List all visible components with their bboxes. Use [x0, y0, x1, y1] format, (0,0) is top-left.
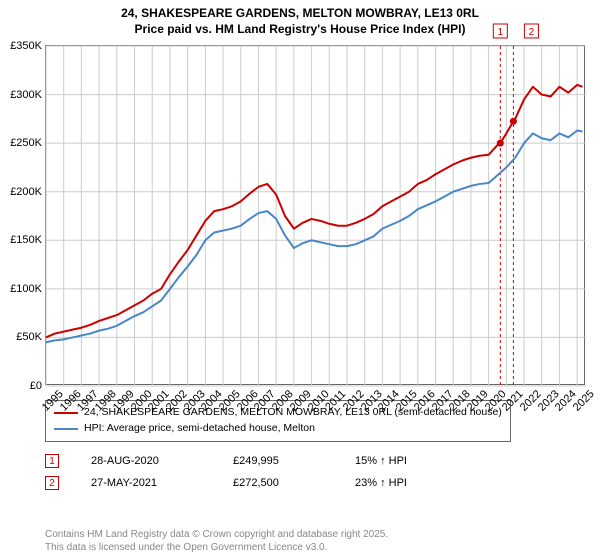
svg-text:2: 2	[529, 27, 535, 38]
event-marker: 1	[45, 454, 59, 468]
chart-svg: 12	[46, 46, 584, 384]
y-tick-label: £300K	[10, 89, 42, 101]
title-line2: Price paid vs. HM Land Registry's House …	[0, 22, 600, 38]
event-pct: 15% ↑ HPI	[355, 455, 445, 467]
footer-line1: Contains HM Land Registry data © Crown c…	[45, 528, 388, 541]
legend-label: HPI: Average price, semi-detached house,…	[84, 421, 315, 437]
event-price: £272,500	[233, 477, 323, 489]
y-tick-label: £0	[30, 380, 42, 392]
events-table: 1 28-AUG-2020 £249,995 15% ↑ HPI 2 27-MAY-202…	[45, 450, 445, 494]
y-tick-label: £50K	[16, 331, 42, 343]
legend-swatch	[54, 428, 78, 430]
event-marker: 2	[45, 476, 59, 490]
svg-text:1: 1	[498, 27, 504, 38]
y-tick-label: £350K	[10, 40, 42, 52]
chart-area: 12 £0£50K£100K£150K£200K£250K£300K£350K	[45, 45, 585, 385]
event-date: 28-AUG-2020	[91, 455, 201, 467]
y-tick-label: £200K	[10, 186, 42, 198]
title-line1: 24, SHAKESPEARE GARDENS, MELTON MOWBRAY,…	[0, 6, 600, 22]
y-tick-label: £100K	[10, 283, 42, 295]
event-row: 1 28-AUG-2020 £249,995 15% ↑ HPI	[45, 450, 445, 472]
event-row: 2 27-MAY-2021 £272,500 23% ↑ HPI	[45, 472, 445, 494]
event-pct: 23% ↑ HPI	[355, 477, 445, 489]
y-tick-label: £250K	[10, 137, 42, 149]
legend-item: HPI: Average price, semi-detached house,…	[54, 421, 502, 437]
footer-line2: This data is licensed under the Open Gov…	[45, 541, 388, 554]
y-tick-label: £150K	[10, 234, 42, 246]
footer-attribution: Contains HM Land Registry data © Crown c…	[45, 528, 388, 554]
chart-title: 24, SHAKESPEARE GARDENS, MELTON MOWBRAY,…	[0, 0, 600, 37]
event-price: £249,995	[233, 455, 323, 467]
event-date: 27-MAY-2021	[91, 477, 201, 489]
